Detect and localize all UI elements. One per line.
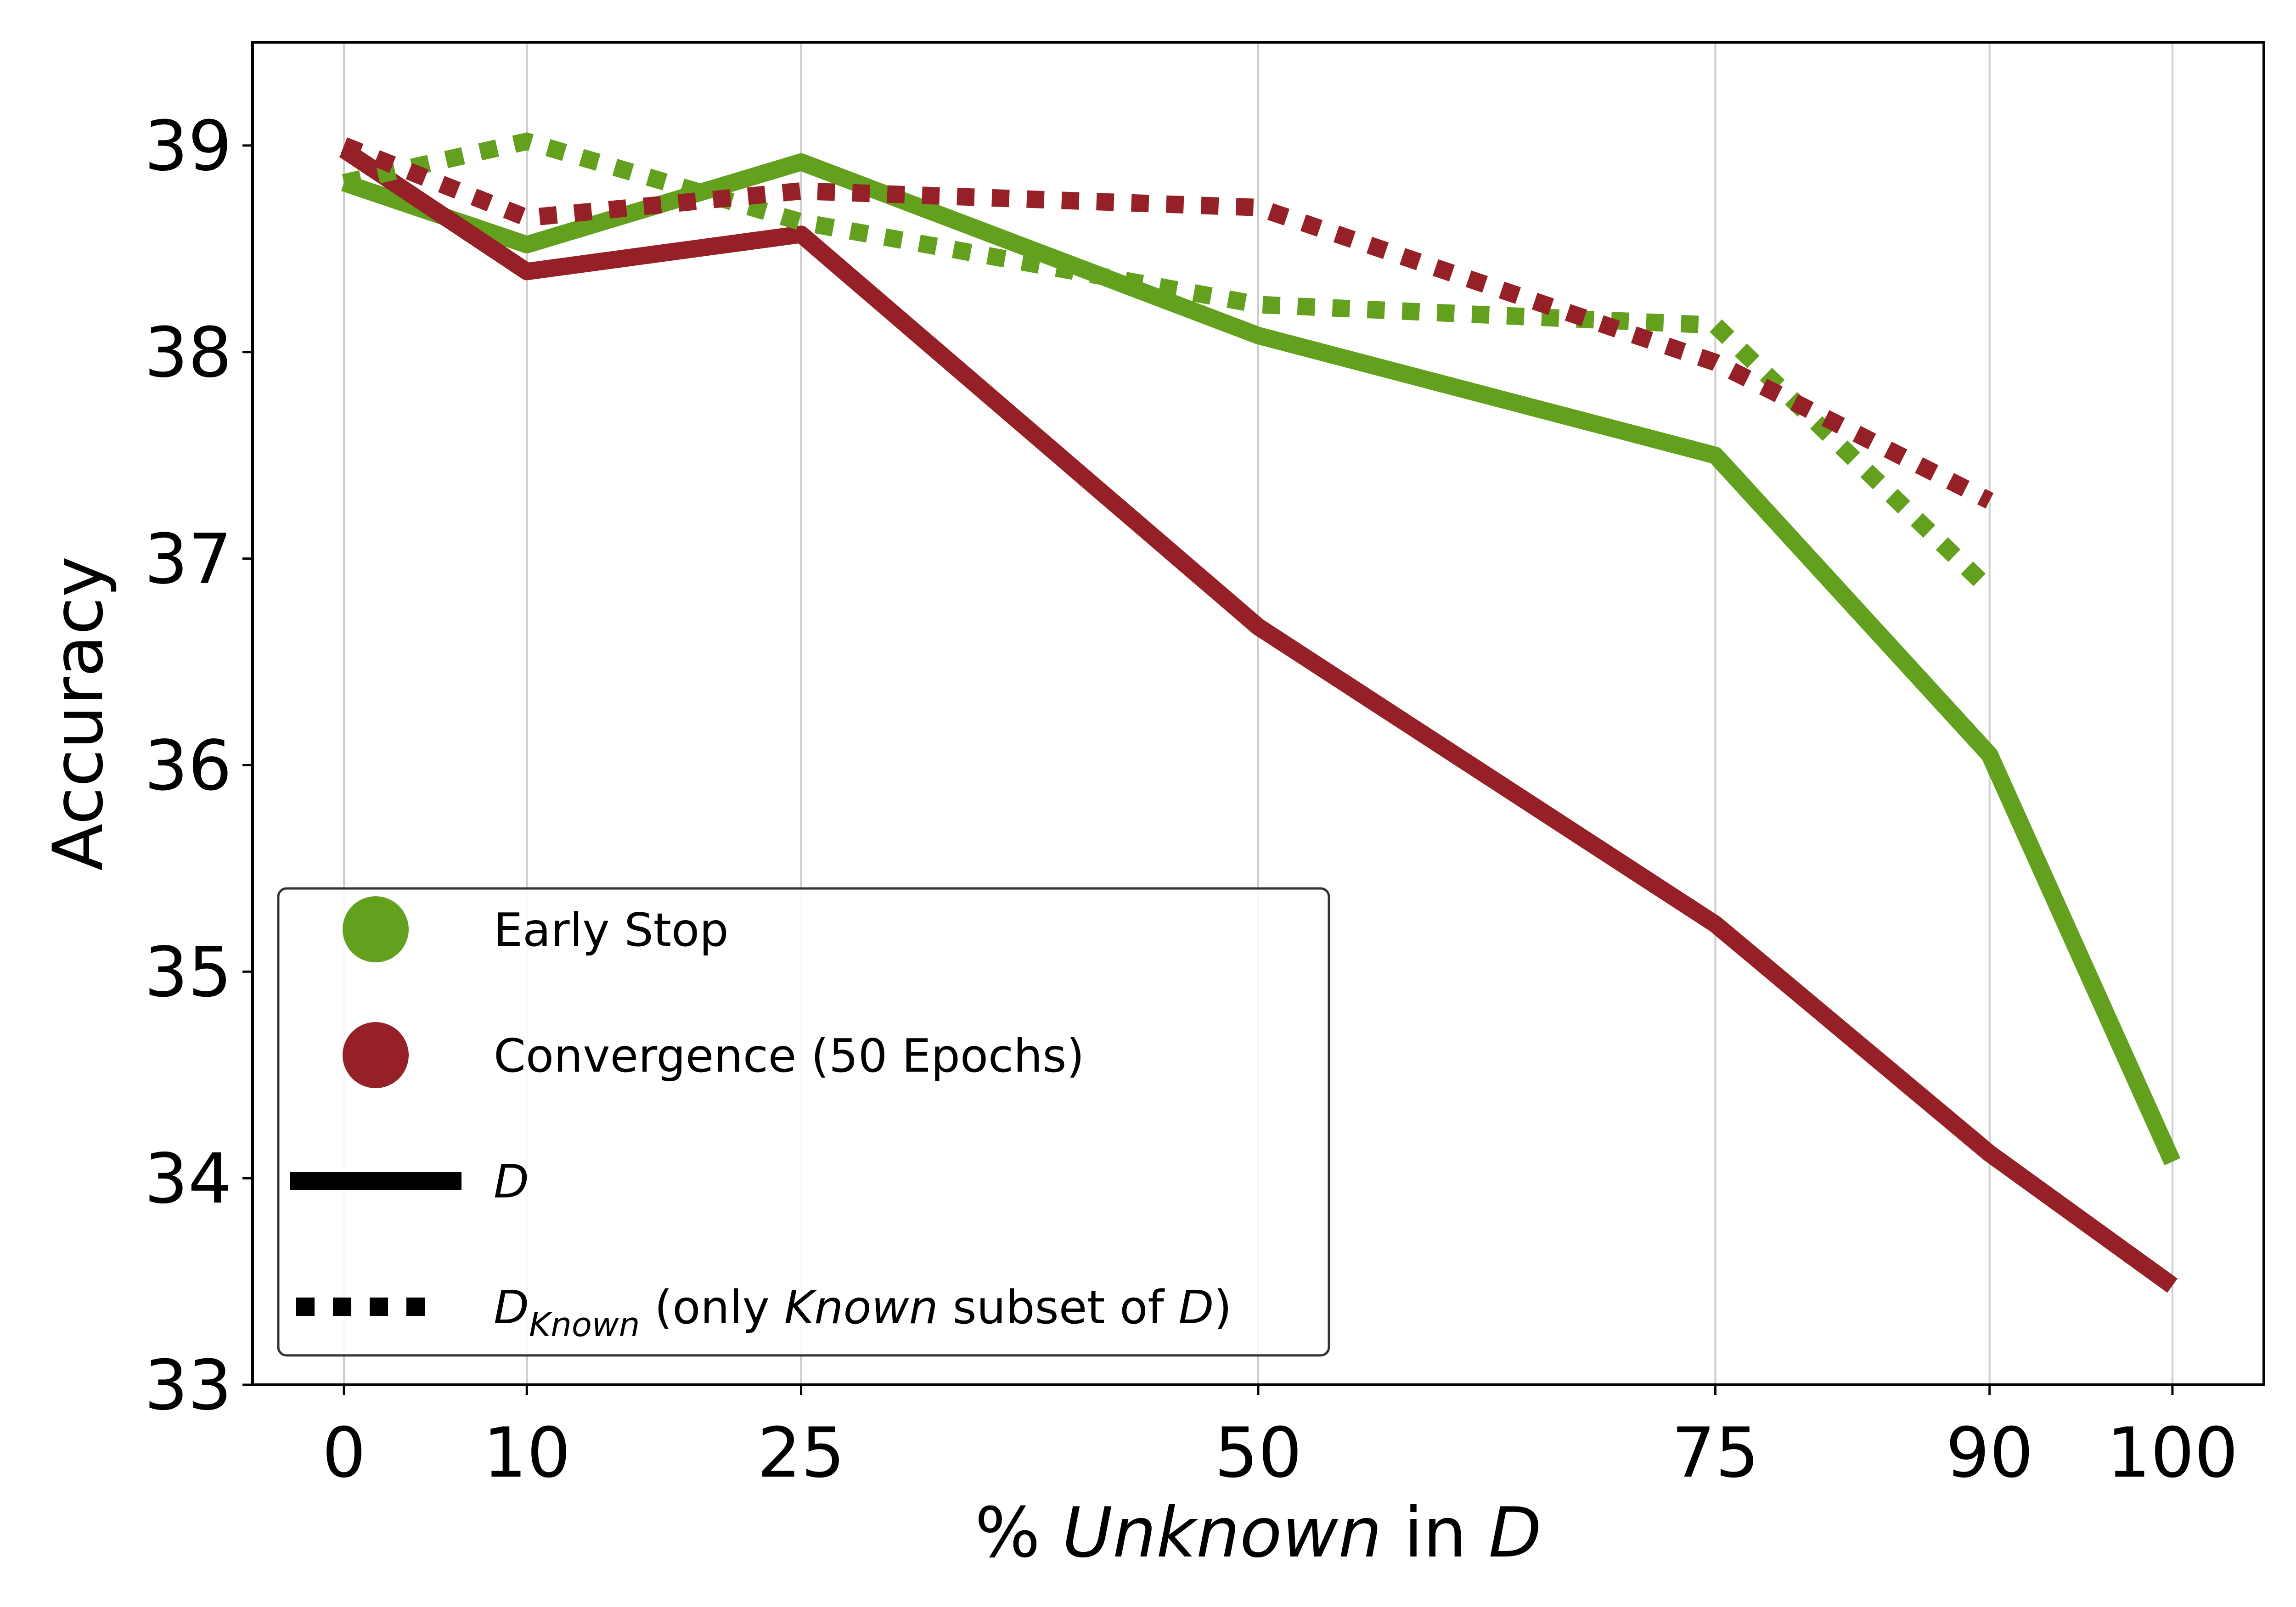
x-axis-label: % Unknown in D	[975, 1493, 1542, 1573]
legend-label-d-known-rest-1: (only	[640, 1281, 784, 1334]
legend-label-d: D	[494, 1155, 529, 1208]
x-axis-label-italic-2: D	[1489, 1493, 1542, 1573]
legend-label-d-known-subscript: Known	[529, 1305, 640, 1344]
y-tick-label: 34	[144, 1139, 232, 1219]
y-tick-label: 39	[144, 107, 232, 186]
y-axis-ticks: 33 34 35 36 37 38 39	[144, 107, 253, 1426]
x-axis-label-middle: in	[1382, 1493, 1488, 1573]
legend-label-d-known-rest-3: )	[1214, 1281, 1232, 1334]
series-line-early-stop-dotted	[342, 132, 1996, 596]
y-tick-label: 38	[144, 313, 232, 393]
legend-label-early-stop: Early Stop	[494, 903, 729, 957]
y-tick-label: 35	[144, 933, 232, 1012]
legend: Early Stop Convergence (50 Epochs) D DKn…	[277, 887, 1330, 1357]
x-tick-label: 0	[322, 1413, 366, 1493]
x-tick-label: 90	[1946, 1413, 2033, 1493]
x-tick-label: 100	[2107, 1413, 2238, 1493]
x-axis-ticks: 0 10 25 50 75 90 100	[322, 1385, 2238, 1493]
y-tick-label: 33	[144, 1346, 232, 1426]
series-line-convergence-solid	[339, 142, 2178, 1293]
legend-marker-early-stop	[343, 896, 409, 962]
x-tick-label: 10	[483, 1413, 571, 1493]
y-axis-label: Accuracy	[39, 556, 118, 871]
series-line-convergence-dotted	[341, 137, 1994, 509]
x-axis-label-italic: Unknown	[1062, 1493, 1382, 1573]
legend-label-d-known-italic-known: Known	[784, 1281, 938, 1334]
y-tick-label: 37	[144, 520, 232, 600]
x-tick-label: 25	[757, 1413, 845, 1493]
series-line-early-stop-solid	[341, 153, 2181, 1165]
x-tick-label: 75	[1671, 1413, 1759, 1493]
legend-marker-convergence	[343, 1022, 409, 1088]
legend-label-d-known-italic-d: D	[1178, 1281, 1214, 1334]
x-tick-label: 50	[1215, 1413, 1302, 1493]
y-tick-label: 36	[144, 726, 232, 806]
legend-box	[277, 887, 1330, 1357]
legend-label-d-known-rest-2: subset of	[938, 1281, 1179, 1334]
series-lines	[339, 132, 2181, 1293]
legend-label-convergence: Convergence (50 Epochs)	[494, 1029, 1084, 1083]
legend-label-d-known: DKnown (only Known subset of D)	[494, 1281, 1232, 1344]
legend-label-d-known-d: D	[494, 1281, 529, 1334]
x-axis-label-prefix: %	[975, 1493, 1062, 1573]
